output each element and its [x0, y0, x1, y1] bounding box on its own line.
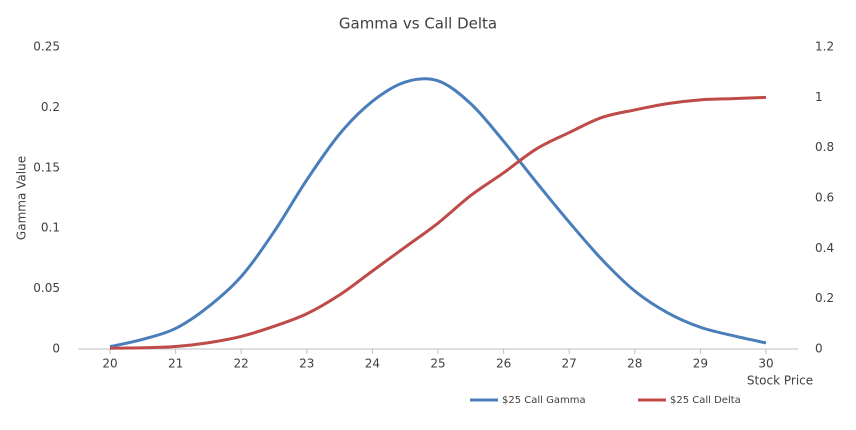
legend-label: $25 Call Delta [670, 395, 741, 406]
line [109, 77, 767, 349]
y2-tick-label: 1.2 [815, 40, 834, 54]
y-tick-label: 0.1 [41, 221, 60, 235]
y-axis-label: Gamma Value [15, 156, 29, 240]
x-tick-label: 24 [365, 357, 380, 371]
y-tick-label: 0 [52, 342, 60, 356]
chart-title: Gamma vs Call Delta [339, 15, 497, 33]
y-tick-label: 0.05 [33, 281, 60, 295]
x-tick-label: 22 [234, 357, 249, 371]
y2-tick-label: 1 [815, 90, 823, 104]
x-tick-label: 28 [627, 357, 642, 371]
x-tick-label: 21 [168, 357, 183, 371]
x-tick-label: 20 [102, 357, 117, 371]
line [109, 95, 767, 350]
x-tick-label: 29 [693, 357, 708, 371]
x-tick-label: 27 [562, 357, 577, 371]
x-tick-label: 30 [758, 357, 773, 371]
x-tick-label: 26 [496, 357, 511, 371]
y2-tick-label: 0.4 [815, 241, 834, 255]
y-tick-label: 0.25 [33, 40, 60, 54]
y-tick-label: 0.2 [41, 100, 60, 114]
y-tick-label: 0.15 [33, 160, 60, 174]
y2-tick-label: 0.8 [815, 140, 834, 154]
y2-tick-label: 0.2 [815, 291, 834, 305]
x-tick-label: 25 [430, 357, 445, 371]
y2-tick-label: 0 [815, 342, 823, 356]
y2-tick-label: 0.6 [815, 191, 834, 205]
x-axis-label: Stock Price [747, 374, 813, 388]
legend-label: $25 Call Gamma [502, 395, 586, 406]
x-tick-label: 23 [299, 357, 314, 371]
